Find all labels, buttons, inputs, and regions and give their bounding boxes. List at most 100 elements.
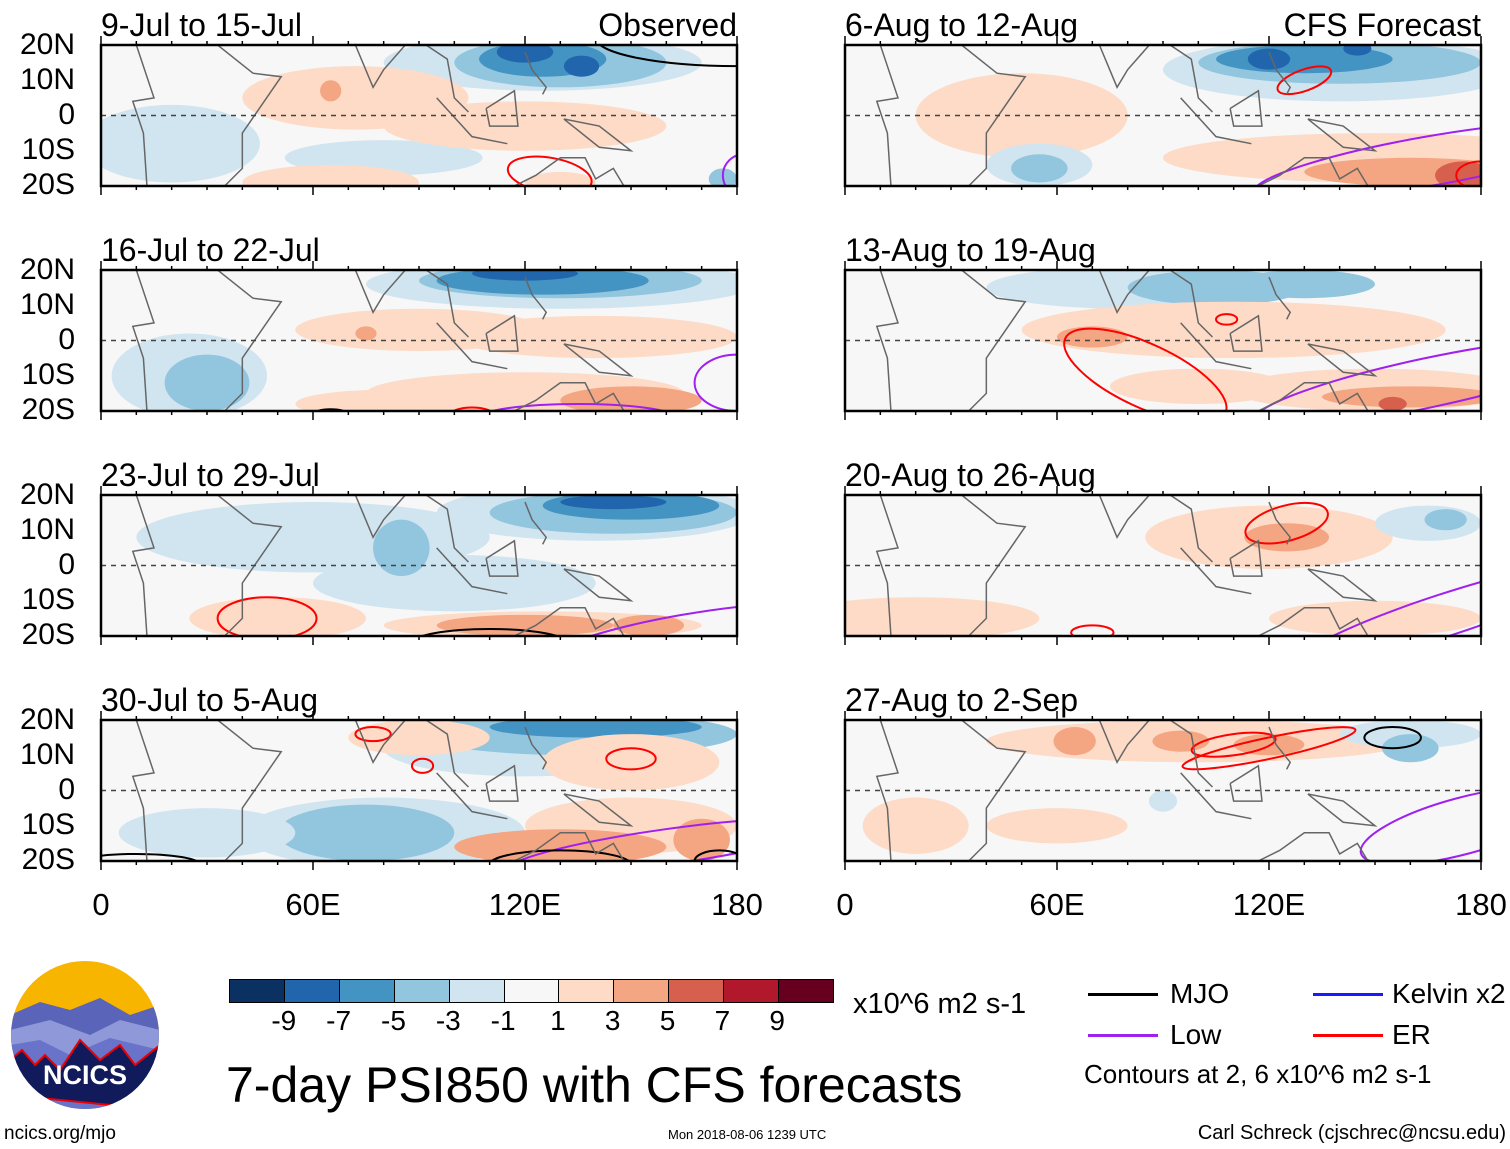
figure-title: 7-day PSI850 with CFS forecasts xyxy=(226,1057,963,1113)
colorbar-swatch xyxy=(339,980,395,1002)
coastline xyxy=(875,495,899,636)
coastline xyxy=(512,832,625,861)
coastline xyxy=(1098,720,1151,764)
lat-tick-label: 0 xyxy=(58,323,75,356)
er-contour xyxy=(410,757,435,774)
coastline xyxy=(1180,322,1252,370)
coastline xyxy=(436,772,508,820)
contour-note: Contours at 2, 6 x10^6 m2 s-1 xyxy=(1084,1059,1432,1089)
anomaly-shading xyxy=(986,808,1128,844)
map-panel xyxy=(843,486,1483,645)
colorbar-label: -3 xyxy=(435,1005,461,1036)
anomaly-shading xyxy=(1152,730,1209,752)
colorbar-swatch xyxy=(504,980,560,1002)
anomaly-shading xyxy=(1382,734,1439,763)
coastline xyxy=(217,495,283,636)
colorbar-swatch xyxy=(284,980,340,1002)
anomaly-shading xyxy=(1233,270,1375,299)
colorbar-label: 3 xyxy=(604,1005,621,1036)
anomaly-layer xyxy=(862,720,1481,861)
anomaly-shading xyxy=(436,614,614,636)
coastline xyxy=(1229,764,1263,802)
mjo-contour xyxy=(693,849,737,861)
panel-title: 16-Jul to 22-Jul xyxy=(101,232,320,268)
map-panel xyxy=(843,711,1483,870)
low-contour xyxy=(488,402,668,411)
er-contour xyxy=(354,726,392,743)
coastline xyxy=(875,270,899,411)
colorbar-swatch xyxy=(724,980,780,1002)
map-panel xyxy=(99,36,739,195)
coastline xyxy=(1169,495,1213,563)
low-contour xyxy=(543,602,737,636)
coastline xyxy=(436,547,508,595)
anomaly-shading xyxy=(242,164,419,186)
coastline xyxy=(1098,495,1151,539)
coastline xyxy=(563,343,634,377)
anomaly-shading xyxy=(1378,396,1407,411)
lat-tick-label: 10N xyxy=(19,63,75,96)
legend-er-line xyxy=(1313,1034,1383,1037)
coastline xyxy=(524,501,548,545)
anomaly-shading xyxy=(1110,368,1287,404)
coastline xyxy=(1098,270,1151,314)
coastline xyxy=(1307,793,1378,827)
anomaly-shading xyxy=(454,315,737,359)
coastline xyxy=(563,118,634,152)
mjo-contour xyxy=(101,852,199,861)
anomaly-shading xyxy=(915,73,1128,158)
coastline xyxy=(485,764,519,802)
anomaly-shading xyxy=(164,354,250,411)
coastline xyxy=(1268,726,1292,770)
er-contour xyxy=(1190,731,1277,758)
legend-kelvin-line xyxy=(1313,993,1383,996)
colorbar-swatch xyxy=(614,980,670,1002)
anomaly-shading xyxy=(277,804,455,861)
coastline xyxy=(217,270,283,411)
coastline xyxy=(1169,270,1213,338)
er-contour xyxy=(1215,313,1239,326)
legend-mjo-label: MJO xyxy=(1170,978,1230,1009)
anomaly-shading xyxy=(1011,154,1068,183)
lat-tick-label: 20S xyxy=(21,393,75,426)
anomaly-shading xyxy=(525,171,596,186)
panel-title: 20-Aug to 26-Aug xyxy=(845,457,1096,493)
ncics-logo: NCICS xyxy=(11,961,159,1109)
coastline xyxy=(131,45,155,186)
lat-tick-label: 10N xyxy=(19,513,75,546)
coastline xyxy=(875,720,899,861)
coastline xyxy=(485,314,519,352)
anomaly-shading xyxy=(613,614,685,636)
colorbar-swatch xyxy=(394,980,450,1002)
coastline xyxy=(1180,547,1252,595)
anomaly-shading xyxy=(1247,48,1291,70)
colorbar-swatch xyxy=(669,980,725,1002)
coastline xyxy=(436,322,508,370)
colorbar-swatch xyxy=(230,980,285,1002)
coastline xyxy=(354,720,407,764)
coastline xyxy=(1229,89,1263,127)
anomaly-shading xyxy=(472,270,578,281)
anomaly-shading xyxy=(1148,790,1178,812)
anomaly-shading xyxy=(1322,386,1481,408)
coastline xyxy=(485,89,519,127)
map-panel xyxy=(99,711,739,870)
colorbar-swatch xyxy=(449,980,505,1002)
low-contour xyxy=(721,154,737,186)
lon-tick-label: 60E xyxy=(1029,887,1085,922)
anomaly-shading xyxy=(1053,727,1096,756)
coastline xyxy=(875,45,899,186)
coastline xyxy=(1256,157,1369,186)
author-credit: Carl Schreck (cjschrec@ncsu.edu) xyxy=(1197,1122,1506,1144)
coastline xyxy=(1268,51,1292,95)
lat-tick-label: 10N xyxy=(19,288,75,321)
coastline xyxy=(1098,45,1151,89)
er-contour xyxy=(605,747,657,771)
coastline xyxy=(1268,276,1292,320)
coastline xyxy=(131,720,155,861)
anomaly-shading xyxy=(489,720,702,738)
anomaly-shading xyxy=(355,326,377,341)
colorbar-label: -9 xyxy=(271,1005,297,1036)
lat-tick-label: 10S xyxy=(21,358,75,391)
